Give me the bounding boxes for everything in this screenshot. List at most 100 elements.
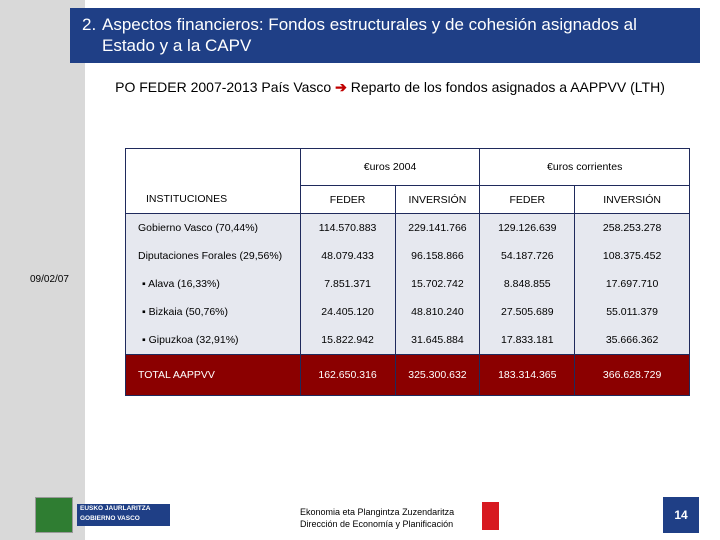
row-label: Gobierno Vasco (70,44%) xyxy=(125,213,301,242)
header: 2. Aspectos financieros: Fondos estructur… xyxy=(70,8,700,63)
logo-line: GOBIERNO VASCO xyxy=(80,515,140,522)
label-text: Gipuzkoa (32,91%) xyxy=(148,334,239,346)
row-header: INSTITUCIONES xyxy=(125,185,301,214)
cell: 229.141.766 xyxy=(394,213,481,242)
column-header: INVERSIÓN xyxy=(574,185,690,214)
page-number: 14 xyxy=(663,497,699,533)
column-group: €uros 2004 xyxy=(299,148,481,186)
funds-table: €uros 2004 €uros corrientes INSTITUCIONE… xyxy=(125,148,690,396)
data-row: Diputaciones Forales (29,56%) 48.079.433 9… xyxy=(125,242,690,270)
red-box xyxy=(482,502,499,530)
cell-text: 48.810.240 xyxy=(411,306,464,318)
cell: 48.810.240 xyxy=(394,298,481,326)
row-label: ▪ Gipuzkoa (32,91%) xyxy=(125,326,301,355)
cell: 54.187.726 xyxy=(479,242,576,270)
date: 09/02/07 xyxy=(30,274,69,285)
row-label: TOTAL AAPPVV xyxy=(125,354,301,396)
empty-cell xyxy=(125,148,301,186)
cell-text: 55.011.379 xyxy=(606,306,658,318)
cell: 15.822.942 xyxy=(299,326,396,355)
cell-text: 96.158.866 xyxy=(411,250,464,262)
cell: 48.079.433 xyxy=(299,242,396,270)
logo-line: EUSKO JAURLARITZA xyxy=(80,505,151,512)
column-header: INVERSIÓN xyxy=(394,185,481,214)
logo-shield xyxy=(35,497,73,533)
label-text: Gobierno Vasco (70,44%) xyxy=(138,222,259,234)
cell: 31.645.884 xyxy=(394,326,481,355)
cell: 8.848.855 xyxy=(479,270,576,298)
cell: 55.011.379 xyxy=(574,298,690,326)
cell-text: 48.079.433 xyxy=(321,250,374,262)
cell: 258.253.278 xyxy=(574,213,690,242)
cell-text: 8.848.855 xyxy=(503,278,551,290)
cell-text: 325.300.632 xyxy=(408,369,467,381)
cell: 27.505.689 xyxy=(479,298,576,326)
footer-line: Dirección de Economía y Planificación xyxy=(300,519,454,529)
cell: 108.375.452 xyxy=(574,242,690,270)
data-row: ▪ Gipuzkoa (32,91%) 15.822.942 31.645.884 1… xyxy=(125,326,690,355)
cell-text: 31.645.884 xyxy=(411,334,464,346)
label-text: TOTAL AAPPVV xyxy=(138,369,215,381)
bullet: ▪ xyxy=(142,306,149,318)
subtitle: PO FEDER 2007-2013 País Vasco ➔ Reparto … xyxy=(110,78,670,96)
header-row: INSTITUCIONES FEDER INVERSIÓN FEDER INVERSIÓ… xyxy=(125,185,690,214)
logo: EUSKO JAURLARITZA GOBIERNO VASCO xyxy=(35,497,170,533)
label-text: Bizkaia (50,76%) xyxy=(148,306,229,318)
cell-text: 35.666.362 xyxy=(605,334,659,346)
data-row: ▪ Bizkaia (50,76%) 24.405.120 48.810.240 27… xyxy=(125,298,690,326)
cell: 7.851.371 xyxy=(299,270,396,298)
footer: Ekonomia eta Plangintza Zuzendaritza Dir… xyxy=(300,506,480,530)
cell-text: 114.570.883 xyxy=(318,222,377,234)
section-number: 2. xyxy=(82,15,97,34)
column-header: FEDER xyxy=(479,185,576,214)
cell: 129.126.639 xyxy=(479,213,576,242)
cell: 96.158.866 xyxy=(394,242,481,270)
arrow-icon: ➔ xyxy=(335,79,347,95)
data-row: Gobierno Vasco (70,44%) 114.570.883 229.14… xyxy=(125,213,690,242)
cell-text: 17.833.181 xyxy=(501,334,554,346)
label-text: Diputaciones Forales (29,56%) xyxy=(138,250,283,262)
column-group: €uros corrientes xyxy=(479,148,690,186)
cell-text: 366.628.729 xyxy=(602,369,662,381)
cell-text: 258.253.278 xyxy=(602,222,662,234)
cell: 162.650.316 xyxy=(299,354,396,396)
cell: 15.702.742 xyxy=(394,270,481,298)
subtitle-right: Reparto de los fondos asignados a AAPPVV… xyxy=(350,79,665,95)
table-body: €uros 2004 €uros corrientes INSTITUCIONE… xyxy=(125,148,690,396)
cell: 17.697.710 xyxy=(574,270,690,298)
cell-text: 15.702.742 xyxy=(411,278,464,290)
cell: 35.666.362 xyxy=(574,326,690,355)
cell: 366.628.729 xyxy=(574,354,690,396)
cell-text: 129.126.639 xyxy=(498,222,557,234)
cell-text: 162.650.316 xyxy=(318,369,377,381)
cell-text: 7.851.371 xyxy=(324,278,371,290)
cell: 17.833.181 xyxy=(479,326,576,355)
bullet: ▪ xyxy=(142,334,149,346)
sidebar xyxy=(0,0,85,540)
total-row: TOTAL AAPPVV 162.650.316 325.300.632 183.31… xyxy=(125,354,690,396)
cell-text: 15.822.942 xyxy=(321,334,374,346)
cell-text: 27.505.689 xyxy=(501,306,554,318)
logo-text: EUSKO JAURLARITZA GOBIERNO VASCO xyxy=(77,504,170,526)
data-row: ▪ Alava (16,33%) 7.851.371 15.702.742 8.848… xyxy=(125,270,690,298)
cell: 24.405.120 xyxy=(299,298,396,326)
cell: 325.300.632 xyxy=(394,354,481,396)
header-row: €uros 2004 €uros corrientes xyxy=(125,148,690,186)
bullet: ▪ xyxy=(142,278,149,290)
label-text: Alava (16,33%) xyxy=(148,278,220,290)
cell-text: 183.314.365 xyxy=(498,369,557,381)
cell-text: 17.697.710 xyxy=(605,278,659,290)
slide-title: Aspectos financieros: Fondos estructural… xyxy=(102,15,637,55)
column-header: FEDER xyxy=(299,185,396,214)
cell-text: 24.405.120 xyxy=(321,306,374,318)
subtitle-left: PO FEDER 2007-2013 País Vasco xyxy=(115,79,332,95)
cell: 114.570.883 xyxy=(299,213,396,242)
row-label: ▪ Alava (16,33%) xyxy=(125,270,301,298)
cell-text: 229.141.766 xyxy=(408,222,467,234)
row-label: ▪ Bizkaia (50,76%) xyxy=(125,298,301,326)
footer-line: Ekonomia eta Plangintza Zuzendaritza xyxy=(300,507,455,517)
cell: 183.314.365 xyxy=(479,354,576,396)
row-label: Diputaciones Forales (29,56%) xyxy=(125,242,301,270)
cell-text: 108.375.452 xyxy=(602,250,662,262)
